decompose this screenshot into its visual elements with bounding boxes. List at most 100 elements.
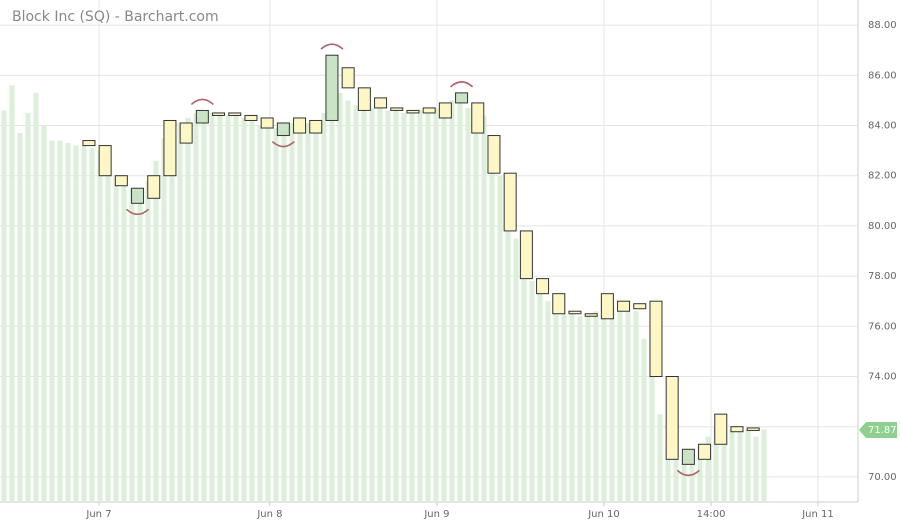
candle-body <box>406 109 420 114</box>
pattern-arc <box>320 43 344 50</box>
background-bar <box>177 122 183 503</box>
candle-body <box>276 122 290 137</box>
candle-body <box>649 300 663 378</box>
candle-body <box>244 114 258 121</box>
background-bar <box>473 120 479 502</box>
pattern-arc <box>190 98 214 106</box>
background-bar <box>49 140 55 502</box>
background-bar <box>513 238 519 502</box>
background-bar <box>1 110 7 502</box>
background-bar <box>657 414 663 502</box>
background-bar <box>241 117 247 502</box>
candle-body <box>633 303 647 310</box>
y-tick-label: 88.00 <box>868 20 897 31</box>
x-tick-label: 14:00 <box>697 509 726 520</box>
candle-body <box>390 107 404 111</box>
candle-body <box>195 109 209 124</box>
background-bar <box>449 100 455 503</box>
background-bar <box>529 281 535 502</box>
candle-body <box>309 119 323 134</box>
background-bar <box>481 115 487 503</box>
candle-body <box>617 300 631 312</box>
pattern-arc <box>450 81 474 88</box>
background-bar <box>521 263 527 502</box>
background-bar <box>193 112 199 502</box>
background-bar <box>561 313 567 502</box>
background-bar <box>273 128 279 502</box>
background-bar <box>633 311 639 502</box>
background-bar <box>105 165 111 502</box>
background-bar <box>25 112 31 502</box>
background-bar <box>745 429 751 502</box>
y-tick-label: 84.00 <box>868 121 897 132</box>
background-bar <box>593 311 599 502</box>
candle-body <box>228 112 242 116</box>
background-bar <box>305 122 311 503</box>
candle-body <box>293 117 307 134</box>
background-bar <box>361 107 367 503</box>
background-bar <box>73 145 79 502</box>
background-bar <box>457 97 463 502</box>
background-bar <box>369 107 375 503</box>
background-bar <box>577 316 583 502</box>
x-tick-label: Jun 11 <box>801 509 834 520</box>
background-bar <box>497 175 503 502</box>
background-bar <box>441 105 447 503</box>
last-price-badge <box>859 421 897 438</box>
x-tick-label: Jun 9 <box>423 509 449 520</box>
background-bar <box>753 436 759 502</box>
background-bar <box>9 85 15 502</box>
background-bar <box>201 112 207 502</box>
candle-body <box>552 293 566 315</box>
background-bar <box>249 120 255 502</box>
background-bar <box>265 128 271 502</box>
background-bar <box>385 110 391 502</box>
x-tick-label: Jun 7 <box>85 509 111 520</box>
pattern-arc <box>676 469 700 477</box>
last-price-label: 71.87 <box>868 425 897 436</box>
candle-body <box>422 107 436 114</box>
candle-body <box>179 122 193 144</box>
candle-body <box>455 92 469 104</box>
background-bar <box>145 180 151 502</box>
background-bar <box>281 125 287 502</box>
pattern-arc <box>271 140 295 148</box>
candle-body <box>114 175 128 187</box>
background-bar <box>337 92 343 503</box>
background-bar <box>433 107 439 503</box>
chart-title: Block Inc (SQ) - Barchart.com <box>12 9 219 25</box>
background-bar <box>401 112 407 502</box>
candle-body <box>681 448 695 465</box>
y-tick-label: 74.00 <box>868 372 897 383</box>
background-bar <box>313 120 319 502</box>
y-tick-label: 70.00 <box>868 472 897 483</box>
candle-body <box>212 112 226 116</box>
background-bar <box>465 107 471 503</box>
background-bar <box>665 446 671 502</box>
background-bar <box>425 110 431 502</box>
candle-body <box>665 376 679 460</box>
candle-body <box>746 427 760 431</box>
background-bar <box>377 107 383 503</box>
x-tick-label: Jun 8 <box>256 509 282 520</box>
background-bar <box>17 133 23 502</box>
candle-body <box>131 187 145 204</box>
background-bar <box>161 138 167 503</box>
candle-body <box>98 145 112 177</box>
background-bar <box>393 110 399 502</box>
background-bar <box>713 426 719 502</box>
candle-body <box>147 175 161 199</box>
background-bar <box>721 424 727 502</box>
candle-body <box>163 119 177 177</box>
candle-body <box>714 413 728 445</box>
candle-body <box>698 443 712 460</box>
y-tick-label: 76.00 <box>868 321 897 332</box>
background-bar <box>737 431 743 502</box>
candle-body <box>260 117 274 129</box>
background-bar <box>489 150 495 502</box>
candle-body <box>519 230 533 280</box>
background-bar <box>761 429 767 502</box>
y-tick-label: 86.00 <box>868 70 897 81</box>
y-tick-label: 80.00 <box>868 221 897 232</box>
candle-body <box>374 97 388 109</box>
